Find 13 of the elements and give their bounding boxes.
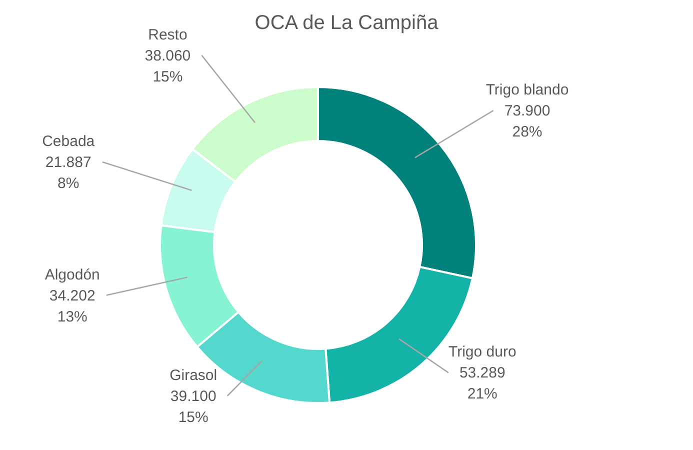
slice-label: Girasol [170,366,218,384]
data-label: 53.289 21% [459,364,506,403]
data-label: 39.100 15% [170,388,216,426]
slice-label: Resto [148,26,188,44]
slice-label: Algodón [44,266,100,284]
chart-title: OCA de La Campiña [254,12,438,34]
slice-label: Trigo duro [448,344,516,361]
slice-label: Cebada [42,132,96,150]
data-label: 21.887 8% [45,154,92,192]
data-label: 73.900 28% [504,102,550,141]
slice-label: Trigo blando [486,82,569,99]
data-label: 34.202 13% [49,287,96,326]
data-label: 38.060 15% [144,47,191,86]
